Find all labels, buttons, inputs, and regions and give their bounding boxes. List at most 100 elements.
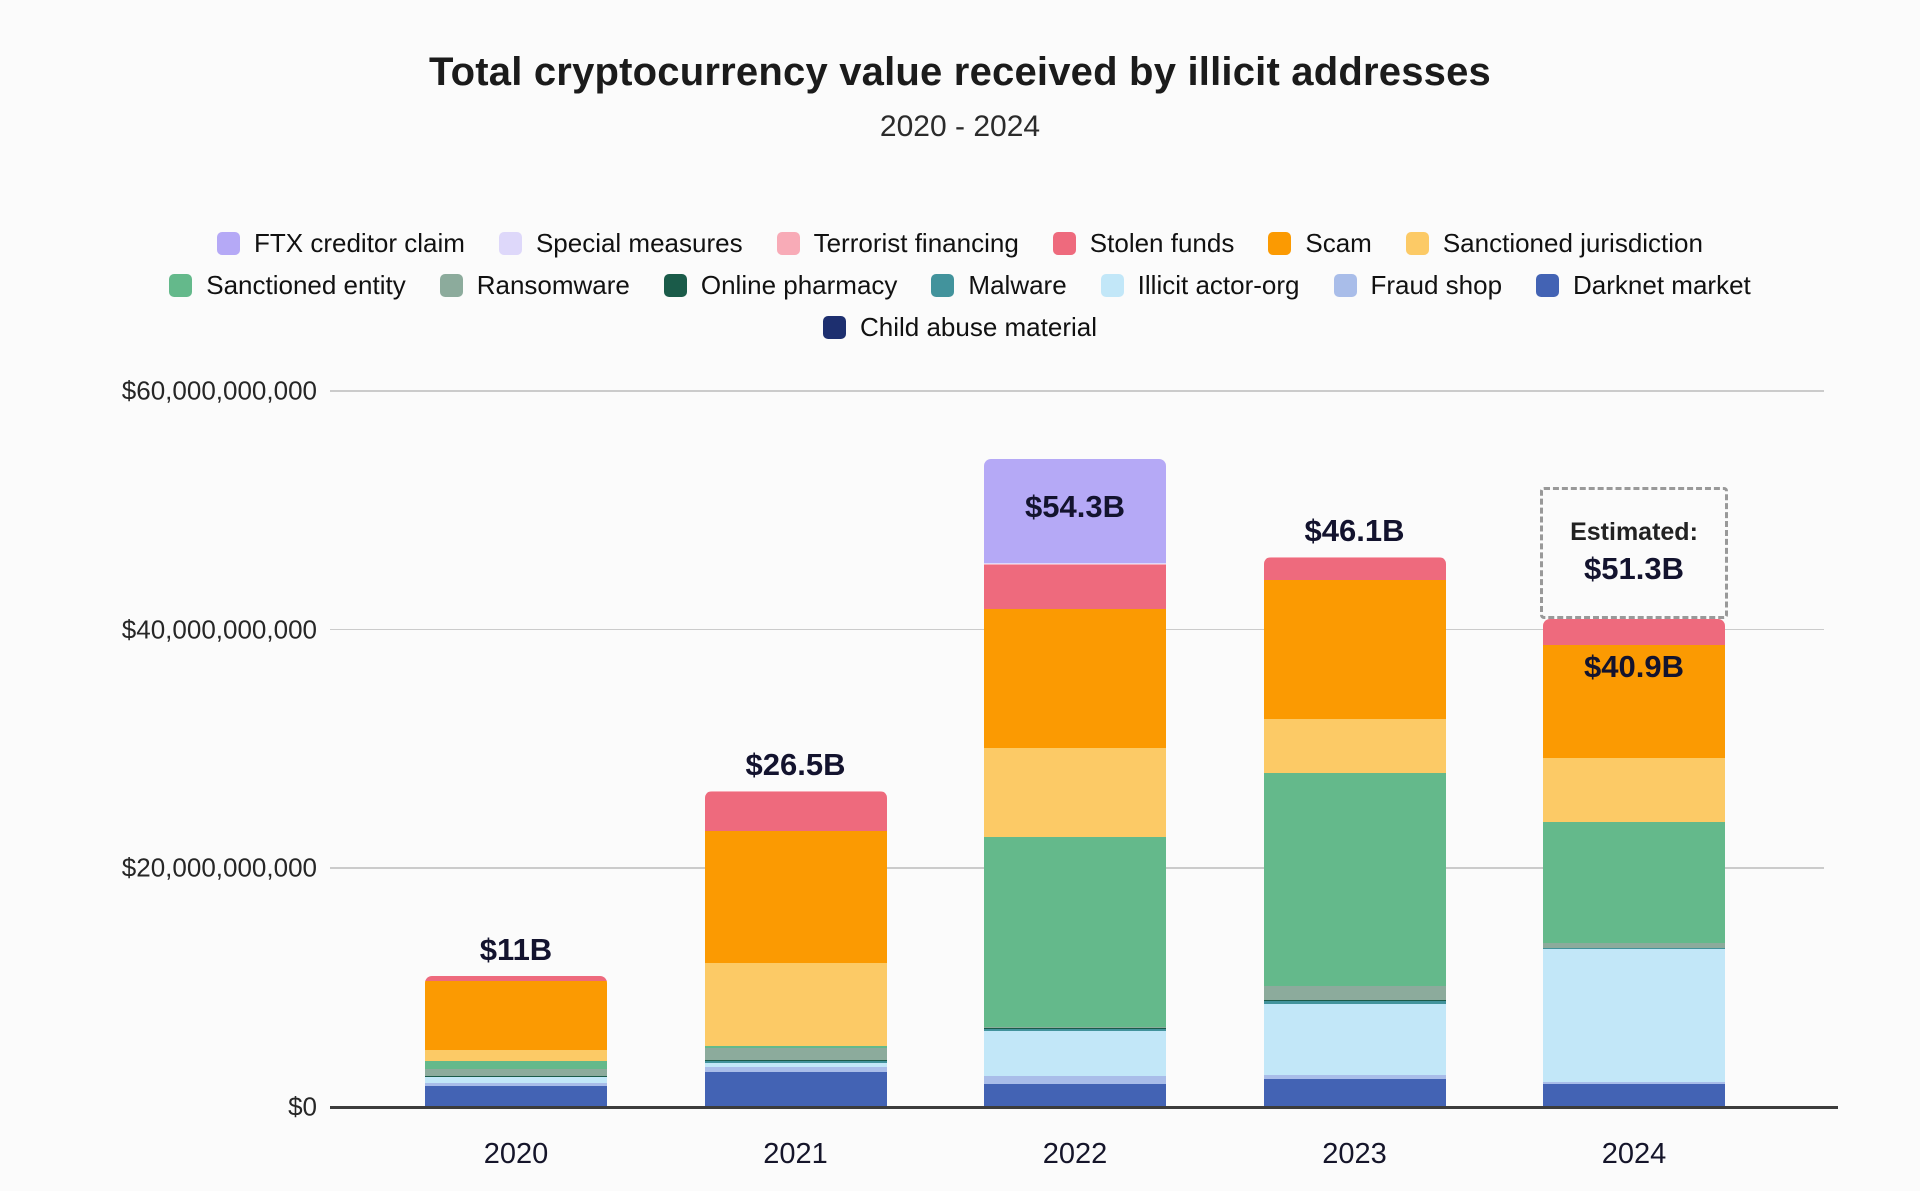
legend-item-sanctioned-entity: Sanctioned entity: [169, 270, 406, 301]
estimated-caption: Estimated:: [1570, 518, 1698, 547]
bar-segment-illicit-actor-org-2022: [984, 1031, 1166, 1076]
legend-swatch-icon: [439, 274, 463, 297]
bar-segment-sanctioned-jurisdiction-2021: [704, 962, 887, 1046]
bar-total-label-2024: $40.9B: [1584, 648, 1684, 684]
bar-segment-darknet-market-2021: [704, 1071, 887, 1107]
legend-swatch-icon: [498, 232, 522, 255]
bar-segment-online-pharmacy-2020: [425, 1075, 607, 1077]
bar-segment-ransomware-2023: [1263, 986, 1446, 1001]
bar-segment-illicit-actor-org-2024: [1543, 949, 1725, 1082]
bar-segment-scam-2022: [984, 609, 1166, 748]
legend-item-malware: Malware: [931, 270, 1067, 301]
bar-2023: [1263, 556, 1446, 1107]
bar-segment-illicit-actor-org-2020: [425, 1077, 607, 1084]
gridline-0b: [330, 1106, 1838, 1109]
bar-segment-stolen-funds-2020: [425, 975, 607, 982]
y-axis-tick-label: $20,000,000,000: [121, 852, 317, 883]
bar-segment-stolen-funds-2022: [984, 564, 1166, 610]
bar-segment-stolen-funds-2021: [704, 791, 887, 832]
bar-segment-ransomware-2020: [425, 1068, 607, 1076]
legend-label: Terrorist financing: [813, 228, 1019, 258]
x-axis-tick-2020: 2020: [483, 1138, 549, 1170]
legend-swatch-icon: [217, 232, 241, 255]
estimated-box-2024: Estimated: $51.3B: [1540, 486, 1728, 619]
legend-label: FTX creditor claim: [254, 228, 465, 258]
bar-segment-darknet-market-2022: [984, 1083, 1166, 1107]
legend-item-terrorist-financing: Terrorist financing: [776, 228, 1019, 259]
bar-segment-darknet-market-2020: [425, 1086, 607, 1107]
chart-title: Total cryptocurrency value received by i…: [428, 50, 1492, 94]
legend-swatch-icon: [931, 274, 955, 297]
bar-segment-special-measures-2022: [984, 563, 1166, 565]
y-axis-tick-label: $40,000,000,000: [121, 614, 317, 645]
legend-label: Scam: [1305, 228, 1372, 258]
legend-label: Stolen funds: [1089, 228, 1235, 258]
legend-item-stolen-funds: Stolen funds: [1052, 228, 1235, 259]
legend-swatch-icon: [1536, 274, 1560, 297]
bar-segment-darknet-market-2023: [1263, 1078, 1446, 1107]
legend-swatch-icon: [776, 232, 800, 255]
bar-segment-sanctioned-jurisdiction-2022: [984, 747, 1166, 837]
legend-item-special-measures: Special measures: [498, 228, 743, 259]
x-axis-tick-2024: 2024: [1601, 1138, 1667, 1170]
legend-label: Malware: [968, 270, 1067, 300]
bar-segment-darknet-market-2024: [1543, 1083, 1725, 1107]
legend-swatch-icon: [169, 274, 193, 297]
bar-segment-online-pharmacy-2024: [1543, 947, 1725, 949]
bar-2022: [984, 459, 1166, 1107]
bar-segment-terrorist-financing-2022: [984, 564, 1166, 565]
bar-segment-online-pharmacy-2023: [1263, 1000, 1446, 1002]
x-axis-tick-2021: 2021: [763, 1138, 828, 1170]
bar-segment-malware-2023: [1263, 1001, 1446, 1004]
bar-segment-malware-2021: [704, 1061, 887, 1063]
bar-segment-sanctioned-jurisdiction-2020: [425, 1050, 607, 1062]
x-axis-tick-2023: 2023: [1322, 1138, 1387, 1170]
bar-total-label-2020: $11B: [479, 931, 553, 967]
estimated-value-label: $51.3B: [1584, 551, 1684, 587]
bar-segment-ransomware-2021: [704, 1048, 887, 1061]
bar-segment-illicit-actor-org-2021: [704, 1062, 887, 1067]
legend-swatch-icon: [1268, 232, 1292, 255]
bar-segment-sanctioned-entity-2021: [704, 1045, 887, 1049]
legend-item-ftx-creditor-claim: FTX creditor claim: [217, 228, 465, 259]
x-axis-tick-2022: 2022: [1042, 1138, 1108, 1170]
bar-segment-stolen-funds-2023: [1263, 558, 1446, 581]
bar-segment-sanctioned-entity-2020: [425, 1061, 607, 1069]
legend-swatch-icon: [1100, 274, 1124, 297]
bar-segment-fraud-shop-2021: [704, 1066, 887, 1072]
legend-label: Sanctioned entity: [206, 270, 406, 300]
legend-item-darknet-market: Darknet market: [1536, 270, 1751, 301]
legend: FTX creditor claim Special measures Terror…: [0, 228, 1920, 354]
legend-label: Fraud shop: [1370, 270, 1503, 300]
bar-segment-ransomware-2024: [1543, 943, 1725, 948]
bar-total-label-2022: $54.3B: [1025, 489, 1125, 525]
y-axis-tick-label: $60,000,000,000: [121, 375, 317, 406]
bar-segment-online-pharmacy-2021: [704, 1060, 887, 1061]
bar-segment-ftx-creditor-claim-2022: [984, 459, 1166, 564]
legend-row-3: Child abuse material: [0, 312, 1920, 343]
bar-segment-fraud-shop-2023: [1263, 1075, 1446, 1079]
bar-segment-sanctioned-entity-2024: [1543, 822, 1725, 944]
legend-swatch-icon: [822, 316, 846, 339]
bar-segment-terrorist-financing-2021: [704, 790, 887, 792]
bar-segment-stolen-funds-2024: [1543, 618, 1725, 646]
legend-label: Online pharmacy: [700, 270, 898, 300]
gridline-60b: [330, 390, 1824, 392]
legend-row-2: Sanctioned entity Ransomware Online pharma…: [0, 270, 1920, 301]
legend-item-illicit-actor-org: Illicit actor-org: [1100, 270, 1300, 301]
legend-row-1: FTX creditor claim Special measures Terror…: [0, 228, 1920, 259]
bar-2020: [425, 975, 607, 1107]
bar-2024: [1543, 618, 1725, 1107]
bar-segment-online-pharmacy-2022: [984, 1028, 1166, 1030]
legend-label: Special measures: [535, 228, 743, 258]
legend-item-scam: Scam: [1268, 228, 1372, 259]
legend-label: Illicit actor-org: [1137, 270, 1300, 300]
bar-segment-fraud-shop-2024: [1543, 1081, 1725, 1084]
legend-label: Ransomware: [476, 270, 630, 300]
bar-segment-terrorist-financing-2023: [1263, 556, 1446, 559]
bar-segment-malware-2020: [425, 1076, 607, 1078]
legend-item-ransomware: Ransomware: [439, 270, 630, 301]
legend-item-child-abuse-material: Child abuse material: [822, 312, 1097, 343]
